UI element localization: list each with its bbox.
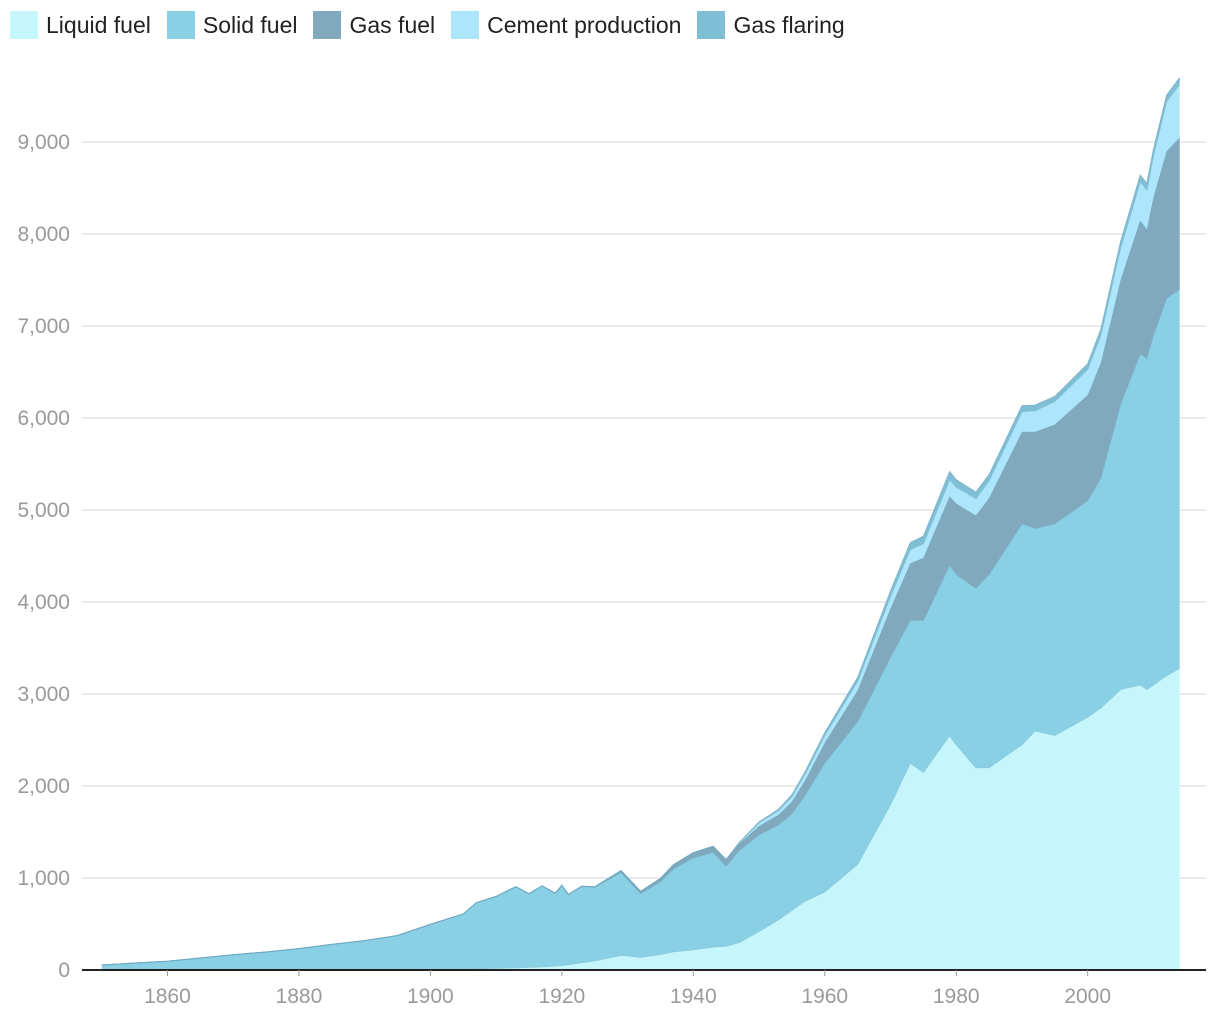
legend-swatch-solid-fuel bbox=[166, 11, 195, 39]
y-tick-label: 2,000 bbox=[17, 775, 70, 798]
area-gas-fuel bbox=[101, 137, 1180, 965]
legend-item-liquid-fuel: Liquid fuel bbox=[10, 11, 151, 39]
legend-label: Liquid fuel bbox=[46, 11, 151, 38]
legend: Liquid fuel Solid fuel Gas fuel Cement prod… bbox=[10, 8, 861, 42]
area-liquid-fuel bbox=[101, 668, 1180, 970]
legend-label: Gas flaring bbox=[733, 11, 845, 38]
x-tick-label: 2000 bbox=[1064, 985, 1111, 1008]
legend-label: Gas fuel bbox=[349, 11, 436, 38]
legend-swatch-cement-production bbox=[451, 11, 480, 39]
legend-item-gas-fuel: Gas fuel bbox=[313, 11, 435, 39]
y-tick-label: 4,000 bbox=[17, 591, 70, 614]
legend-item-gas-flaring: Gas flaring bbox=[697, 11, 845, 39]
x-tick-label: 1940 bbox=[670, 985, 717, 1008]
y-tick-label: 6,000 bbox=[17, 407, 70, 430]
x-tick-label: 1860 bbox=[144, 985, 191, 1008]
legend-label: Cement production bbox=[487, 11, 682, 38]
y-tick-label: 7,000 bbox=[17, 315, 70, 338]
y-tick-label: 8,000 bbox=[17, 223, 70, 246]
area-edge-gas-flaring bbox=[101, 77, 1181, 966]
legend-item-solid-fuel: Solid fuel bbox=[166, 11, 298, 39]
y-tick-label: 5,000 bbox=[17, 499, 70, 522]
area-solid-fuel bbox=[101, 289, 1180, 970]
legend-item-cement-production: Cement production bbox=[451, 11, 681, 39]
x-tick-label: 1920 bbox=[538, 985, 585, 1008]
legend-swatch-gas-flaring bbox=[697, 11, 726, 39]
x-tick-label: 1980 bbox=[933, 985, 980, 1008]
y-tick-label: 3,000 bbox=[17, 683, 70, 706]
legend-label: Solid fuel bbox=[202, 11, 298, 38]
x-tick-label: 1900 bbox=[407, 985, 454, 1008]
x-tick-label: 1960 bbox=[801, 985, 848, 1008]
legend-swatch-liquid-fuel bbox=[10, 11, 38, 39]
y-tick-label: 9,000 bbox=[17, 131, 70, 154]
y-tick-label: 0 bbox=[58, 959, 70, 982]
legend-swatch-gas-fuel bbox=[313, 11, 342, 39]
x-tick-label: 1880 bbox=[276, 985, 323, 1008]
y-tick-label: 1,000 bbox=[17, 867, 70, 890]
